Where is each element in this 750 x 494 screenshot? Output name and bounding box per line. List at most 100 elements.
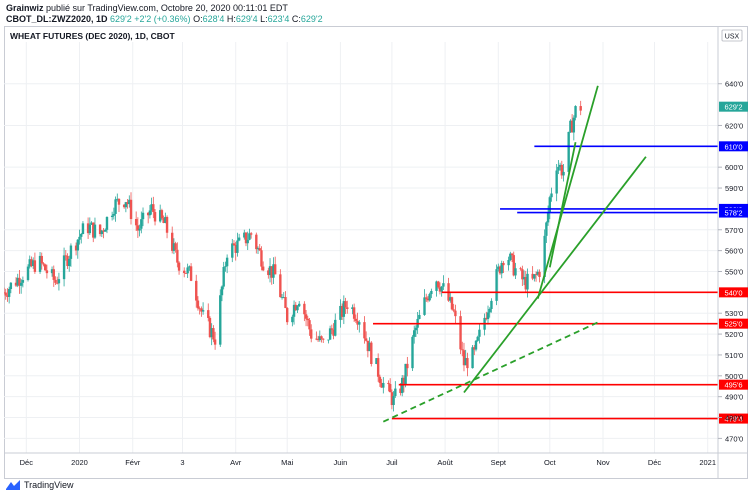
candle-body <box>440 286 443 292</box>
candle-body <box>177 262 181 271</box>
currency-badge[interactable] <box>721 29 743 42</box>
candle-body <box>153 212 157 222</box>
tradingview-logo-icon <box>6 480 20 490</box>
candle-body <box>213 339 217 345</box>
candle-body <box>100 230 104 235</box>
last-price-badge <box>719 101 748 112</box>
candle-body <box>225 257 229 267</box>
candle-body <box>38 255 42 272</box>
candle-body <box>291 316 294 323</box>
trend-line[interactable] <box>548 141 577 268</box>
publish-info: Grainwiz publié sur TradingView.com, Oct… <box>6 3 288 13</box>
candle-body <box>88 224 92 234</box>
x-tick-label: Juil <box>386 458 398 467</box>
candle-body <box>68 258 71 267</box>
candle-body <box>208 317 212 338</box>
candle-body <box>370 342 373 364</box>
candle-body <box>6 295 9 297</box>
candle-body <box>117 198 121 205</box>
candle-body <box>150 204 153 211</box>
footer-brand[interactable]: TradingView <box>24 480 74 490</box>
candle-body <box>195 280 198 301</box>
level-badge-label: 578'2 <box>724 209 742 218</box>
candle-body <box>224 266 227 268</box>
candle-body <box>461 349 464 351</box>
candle-body <box>188 266 191 268</box>
x-tick-label: Avr <box>230 458 242 467</box>
candle-body <box>380 382 383 388</box>
x-tick-label: Oct <box>544 458 557 467</box>
candle-body <box>486 312 490 320</box>
candle-body <box>279 274 282 298</box>
candle-body <box>64 255 67 257</box>
candle-body <box>534 274 538 276</box>
candle-body <box>340 305 344 317</box>
candle-body <box>28 259 31 267</box>
candle-body <box>296 306 299 311</box>
trend-line[interactable] <box>536 85 599 299</box>
y-tick-label: 520'0 <box>725 330 743 339</box>
candle-body <box>498 266 502 274</box>
candle-body <box>375 358 378 364</box>
candle-body <box>246 239 249 244</box>
candle-body <box>507 259 510 266</box>
candle-body <box>316 339 320 341</box>
candle-body <box>328 328 332 340</box>
candle-body <box>268 266 272 276</box>
publish-date: publié sur TradingView.com, Octobre 20, … <box>46 3 288 13</box>
candle-body <box>318 336 322 341</box>
candle-body <box>442 283 445 287</box>
high-label: H: <box>226 14 236 24</box>
candle-body <box>98 224 102 235</box>
candle-body <box>222 266 225 287</box>
candle-body <box>411 336 414 369</box>
candle-body <box>497 266 500 270</box>
candle-body <box>315 338 318 340</box>
y-tick-label: 530'0 <box>725 309 743 318</box>
candle-body <box>454 310 457 317</box>
candle-body <box>320 336 323 339</box>
candle-body <box>50 269 54 274</box>
candle-body <box>294 304 297 311</box>
candle-body <box>164 216 167 223</box>
y-tick-label: 640'0 <box>725 80 743 89</box>
candle-body <box>310 329 313 339</box>
y-tick-label: 510'0 <box>725 351 743 360</box>
close-value: 629'2 <box>300 14 323 24</box>
candle-body <box>244 232 248 244</box>
candle-body <box>198 308 201 310</box>
candle-body <box>414 327 418 331</box>
candle-body <box>538 271 541 277</box>
candle-body <box>474 340 478 350</box>
trend-line[interactable] <box>463 156 647 394</box>
candle-body <box>69 245 73 259</box>
candle-body <box>435 281 438 291</box>
footer: TradingView <box>6 480 74 490</box>
x-tick-label: Mai <box>281 458 293 467</box>
candle-body <box>81 223 85 234</box>
candle-body <box>129 199 133 220</box>
y-tick-label: 570'0 <box>725 226 743 235</box>
x-tick-label: Févr <box>125 458 141 467</box>
candle-body <box>231 243 234 258</box>
candle-body <box>189 266 193 281</box>
chart-title: WHEAT FUTURES (DEC 2020), 1D, CBOT <box>10 31 175 41</box>
candle-body <box>184 273 188 274</box>
candle-body <box>248 233 251 240</box>
x-tick-label: Sept <box>491 458 507 467</box>
candle-body <box>16 277 19 286</box>
candle-body <box>524 276 527 290</box>
level-badge <box>719 413 748 424</box>
level-badge <box>719 141 748 152</box>
candle-body <box>490 300 493 309</box>
candle-body <box>298 303 301 307</box>
candle-body <box>152 204 155 213</box>
candle-body <box>90 222 93 225</box>
candle-body <box>201 310 205 312</box>
price-chart[interactable]: 610'0580'0578'2540'0525'0495'6479'4629'2… <box>4 26 748 479</box>
candle-body <box>212 328 215 340</box>
x-tick-label: Juin <box>334 458 348 467</box>
candle-body <box>512 255 515 276</box>
candle-body <box>536 271 539 275</box>
candle-body <box>306 318 309 321</box>
